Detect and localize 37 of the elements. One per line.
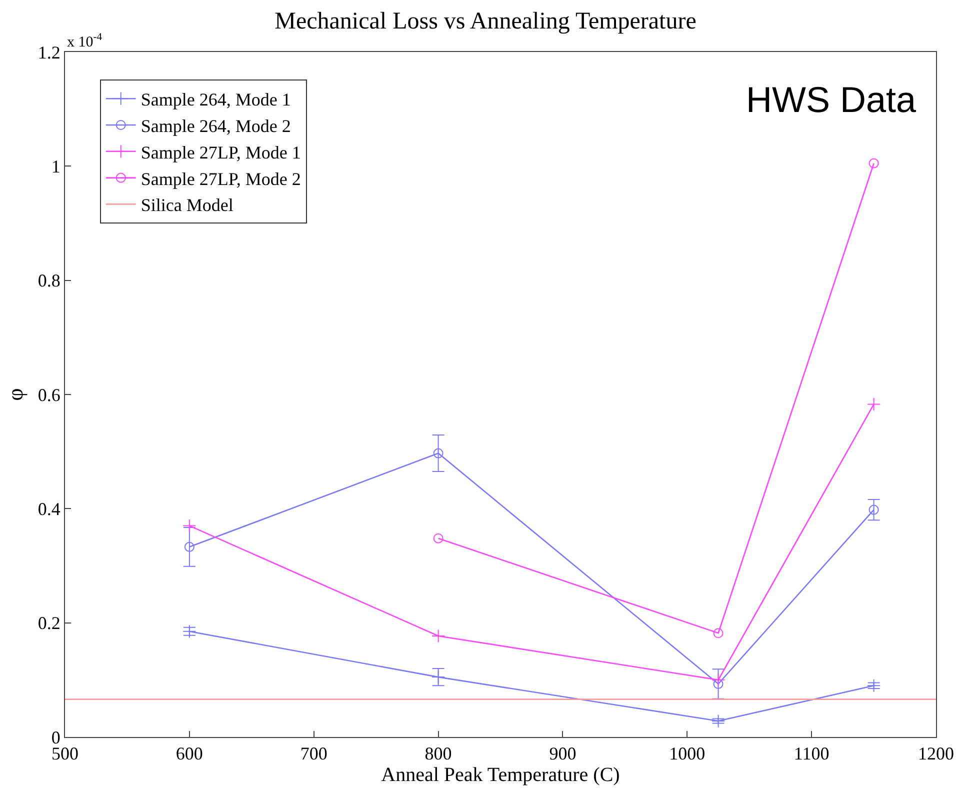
point	[711, 673, 726, 687]
legend-label: Sample 264, Mode 1	[140, 90, 291, 110]
x-tick-label: 600	[176, 744, 203, 764]
x-tick-label: 900	[549, 744, 576, 764]
x-tick-label: 1200	[918, 744, 954, 764]
y-tick-label: 1.2	[38, 42, 60, 62]
x-tick-label: 1000	[669, 744, 706, 764]
y-tick-label: 0.4	[38, 498, 60, 519]
point	[431, 629, 446, 643]
x-tick-label: 800	[424, 744, 452, 764]
point	[713, 628, 724, 638]
point	[868, 158, 879, 168]
point	[184, 542, 194, 552]
x-tick-label: 700	[300, 744, 328, 764]
x-axis-title: Anneal Peak Temperature (C)	[381, 764, 620, 786]
point	[866, 397, 881, 411]
y-tick-label: 1	[51, 156, 60, 176]
y-axis-title: φ	[2, 388, 28, 401]
point	[711, 714, 726, 728]
point	[433, 448, 444, 458]
point	[182, 624, 196, 638]
chart-title: Mechanical Loss vs Annealing Temperature	[274, 8, 696, 35]
annotation: HWS Data	[746, 79, 918, 120]
legend-label: Silica Model	[140, 195, 234, 216]
text: x 10$^{-4}$	[67, 32, 103, 50]
y-tick-label: 0.6	[38, 384, 60, 405]
point	[713, 678, 724, 689]
point	[866, 678, 881, 692]
point	[868, 504, 879, 515]
y-tick-label: 0.2	[38, 613, 60, 634]
legend-label: Sample 264, Mode 2	[140, 116, 291, 136]
x-tick-label: 1100	[794, 744, 830, 764]
point	[433, 533, 444, 544]
point	[182, 518, 196, 533]
y-tick-label: 0.8	[38, 270, 60, 291]
legend-label: Sample 27LP, Mode 1	[140, 142, 301, 162]
legend-label: Sample 27LP, Mode 2	[140, 168, 301, 189]
